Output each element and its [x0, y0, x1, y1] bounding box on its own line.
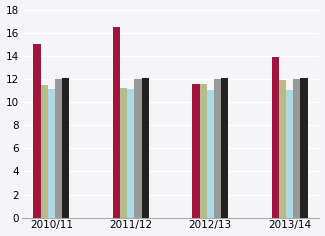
- Bar: [33, 44, 41, 218]
- Bar: [48, 89, 55, 218]
- Bar: [200, 84, 207, 218]
- Bar: [113, 27, 120, 218]
- Bar: [192, 84, 200, 218]
- Bar: [207, 90, 214, 218]
- Bar: [127, 89, 134, 218]
- Bar: [55, 79, 62, 218]
- Bar: [300, 78, 307, 218]
- Bar: [141, 78, 149, 218]
- Bar: [286, 90, 293, 218]
- Bar: [214, 79, 221, 218]
- Bar: [41, 85, 48, 218]
- Bar: [272, 57, 279, 218]
- Bar: [62, 78, 69, 218]
- Bar: [120, 88, 127, 218]
- Bar: [279, 80, 286, 218]
- Bar: [221, 78, 228, 218]
- Bar: [293, 79, 300, 218]
- Bar: [134, 79, 141, 218]
